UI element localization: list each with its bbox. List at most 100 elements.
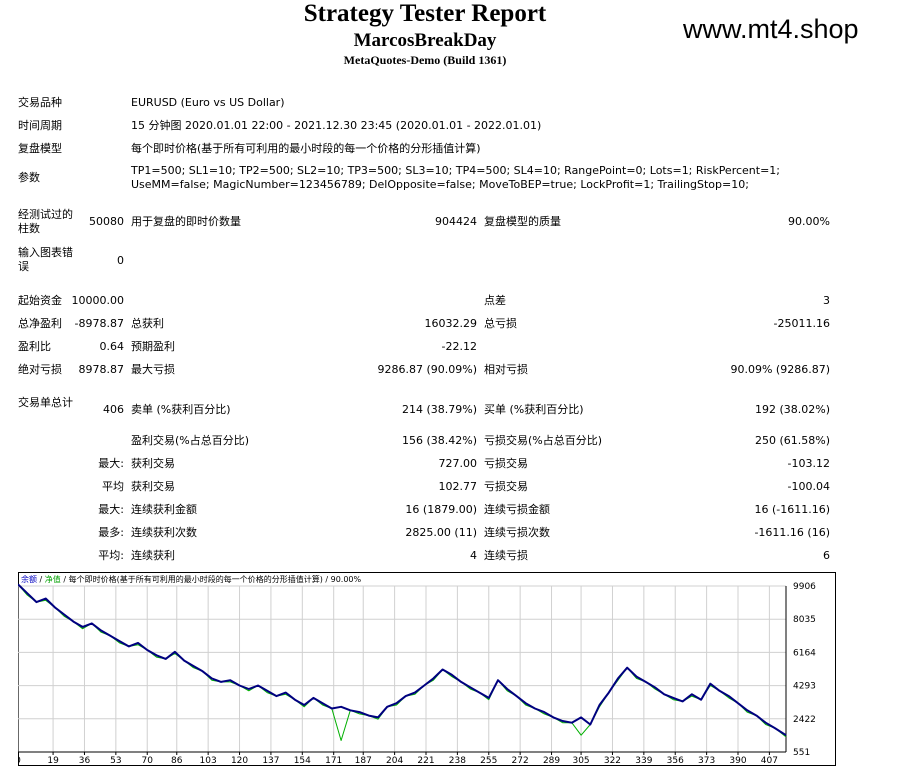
x-tick-label: 154 [294, 756, 311, 766]
x-tick-label: 187 [355, 756, 372, 766]
largest-loss-value: -103.12 [787, 457, 830, 470]
avg-consecutive-losses-value: 6 [823, 549, 830, 562]
params-label: 参数 [18, 171, 40, 184]
deposit-value: 10000.00 [71, 294, 125, 307]
average-label: 平均 [102, 480, 124, 493]
average-loss-value: -100.04 [787, 480, 830, 493]
legend-balance: 余额 [21, 574, 37, 584]
net-profit-value: -8978.87 [74, 317, 124, 330]
x-tick-label: 86 [171, 756, 183, 766]
legend-equity: 净值 [45, 574, 61, 584]
consecutive-loss-label: 连续亏损次数 [484, 526, 550, 539]
gross-profit-value: 16032.29 [424, 317, 478, 330]
x-tick-label: 289 [543, 756, 560, 766]
avg-consecutive-wins-value: 4 [470, 549, 477, 562]
spread-label: 点差 [484, 294, 506, 307]
long-positions-value: 192 (38.02%) [754, 403, 830, 416]
profit-trades-value: 156 (38.42%) [401, 434, 477, 447]
bars-value: 50080 [89, 215, 124, 228]
loss-trades-label: 亏损交易(%占总百分比) [484, 434, 603, 447]
short-positions-value: 214 (38.79%) [401, 403, 477, 416]
period-label: 时间周期 [18, 119, 62, 132]
params-line-1: TP1=500; SL1=10; TP2=500; SL2=10; TP3=50… [131, 164, 780, 177]
largest-profit-label: 获利交易 [131, 457, 175, 470]
model-value: 每个即时价格(基于所有可利用的最小时段的每一个价格的分形插值计算) [131, 142, 481, 155]
consecutive-losses-value: 16 (-1611.16) [754, 503, 830, 516]
x-tick-label: 407 [761, 756, 778, 766]
max-drawdown-label: 最大亏损 [131, 363, 175, 376]
largest-label: 最大: [98, 457, 124, 470]
ea-name: MarcosBreakDay [353, 30, 497, 51]
quality-label: 复盘模型的质量 [484, 215, 561, 228]
profit-factor-value: 0.64 [99, 340, 125, 353]
ticks-value: 904424 [435, 215, 477, 228]
consecutive-loss-value: -1611.16 (16) [754, 526, 830, 539]
profit-factor-label: 盈利比 [18, 340, 51, 353]
consecutive-wins-label: 连续获利金额 [131, 503, 197, 516]
spread-value: 3 [823, 294, 830, 307]
x-tick-label: 255 [480, 756, 497, 766]
x-tick-label: 305 [572, 756, 589, 766]
x-tick-label: 322 [604, 756, 621, 766]
x-tick-label: 204 [386, 756, 403, 766]
profit-trades-label: 盈利交易(%占总百分比) [131, 434, 250, 447]
consecutive-profit-value: 2825.00 (11) [405, 526, 477, 539]
y-tick-label: 9906 [793, 582, 816, 592]
consecutive-profit-label: 连续获利次数 [131, 526, 197, 539]
y-tick-label: 551 [793, 748, 810, 758]
average-profit-value: 102.77 [438, 480, 478, 493]
y-tick-label: 4293 [793, 682, 816, 692]
gross-loss-value: -25011.16 [773, 317, 830, 330]
gross-profit-label: 总获利 [131, 317, 164, 330]
avg-consecutive-losses-label: 连续亏损 [484, 549, 528, 562]
gross-loss-label: 总亏损 [484, 317, 517, 330]
largest-loss-label: 亏损交易 [484, 457, 528, 470]
x-tick-label: 390 [729, 756, 746, 766]
y-tick-label: 2422 [793, 715, 816, 725]
x-tick-label: 238 [449, 756, 466, 766]
max-drawdown-value: 9286.87 (90.09%) [377, 363, 477, 376]
x-tick-label: 19 [47, 756, 59, 766]
bars-label: 经测试过的柱数 [18, 208, 73, 235]
loss-trades-value: 250 (61.58%) [754, 434, 830, 447]
x-tick-label: 272 [512, 756, 529, 766]
average-profit-label: 获利交易 [131, 480, 175, 493]
maximum-label: 最大: [98, 503, 124, 516]
symbol-value: EURUSD (Euro vs US Dollar) [131, 96, 285, 109]
x-tick-label: 137 [262, 756, 279, 766]
legend-rest: / 每个即时价格(基于所有可利用的最小时段的每一个价格的分形插值计算) / 90… [63, 574, 361, 584]
x-tick-label: 53 [110, 756, 121, 766]
deposit-label: 起始资金 [18, 294, 62, 307]
short-positions-label: 卖单 (%获利百分比) [131, 403, 231, 416]
relative-drawdown-value: 90.09% (9286.87) [730, 363, 830, 376]
symbol-label: 交易品种 [18, 96, 62, 109]
absolute-drawdown-value: 8978.87 [78, 363, 125, 376]
net-profit-label: 总净盈利 [18, 317, 62, 330]
maximal-label: 最多: [98, 526, 124, 539]
x-tick-label: 356 [667, 756, 684, 766]
x-tick-label: 171 [325, 756, 342, 766]
x-tick-label: 103 [200, 756, 217, 766]
average-consecutive-label: 平均: [98, 549, 124, 562]
y-tick-label: 6164 [793, 648, 816, 658]
x-tick-label: 120 [231, 756, 248, 766]
errors-label: 输入图表错误 [18, 246, 73, 273]
quality-value: 90.00% [788, 215, 830, 228]
x-tick-label: 221 [417, 756, 434, 766]
average-loss-label: 亏损交易 [484, 480, 528, 493]
total-trades-label: 交易单总计 [18, 396, 73, 409]
x-tick-label: 339 [635, 756, 652, 766]
period-value: 15 分钟图 2020.01.01 22:00 - 2021.12.30 23:… [131, 119, 542, 132]
absolute-drawdown-label: 绝对亏损 [18, 363, 62, 376]
params-line-2: UseMM=false; MagicNumber=123456789; DelO… [131, 178, 749, 191]
model-label: 复盘模型 [18, 142, 62, 155]
total-trades-value: 406 [103, 403, 124, 416]
expected-payoff-value: -22.12 [441, 340, 477, 353]
chart-frame [18, 572, 836, 766]
errors-value: 0 [117, 254, 124, 267]
largest-profit-value: 727.00 [438, 457, 478, 470]
server-build: MetaQuotes-Demo (Build 1361) [343, 53, 507, 67]
relative-drawdown-label: 相对亏损 [484, 363, 528, 376]
x-tick-label: 373 [698, 756, 715, 766]
balance-chart: 9906 8035 6164 4293 2422 551 0 19 36 53 70 86 103 12… [18, 572, 836, 766]
